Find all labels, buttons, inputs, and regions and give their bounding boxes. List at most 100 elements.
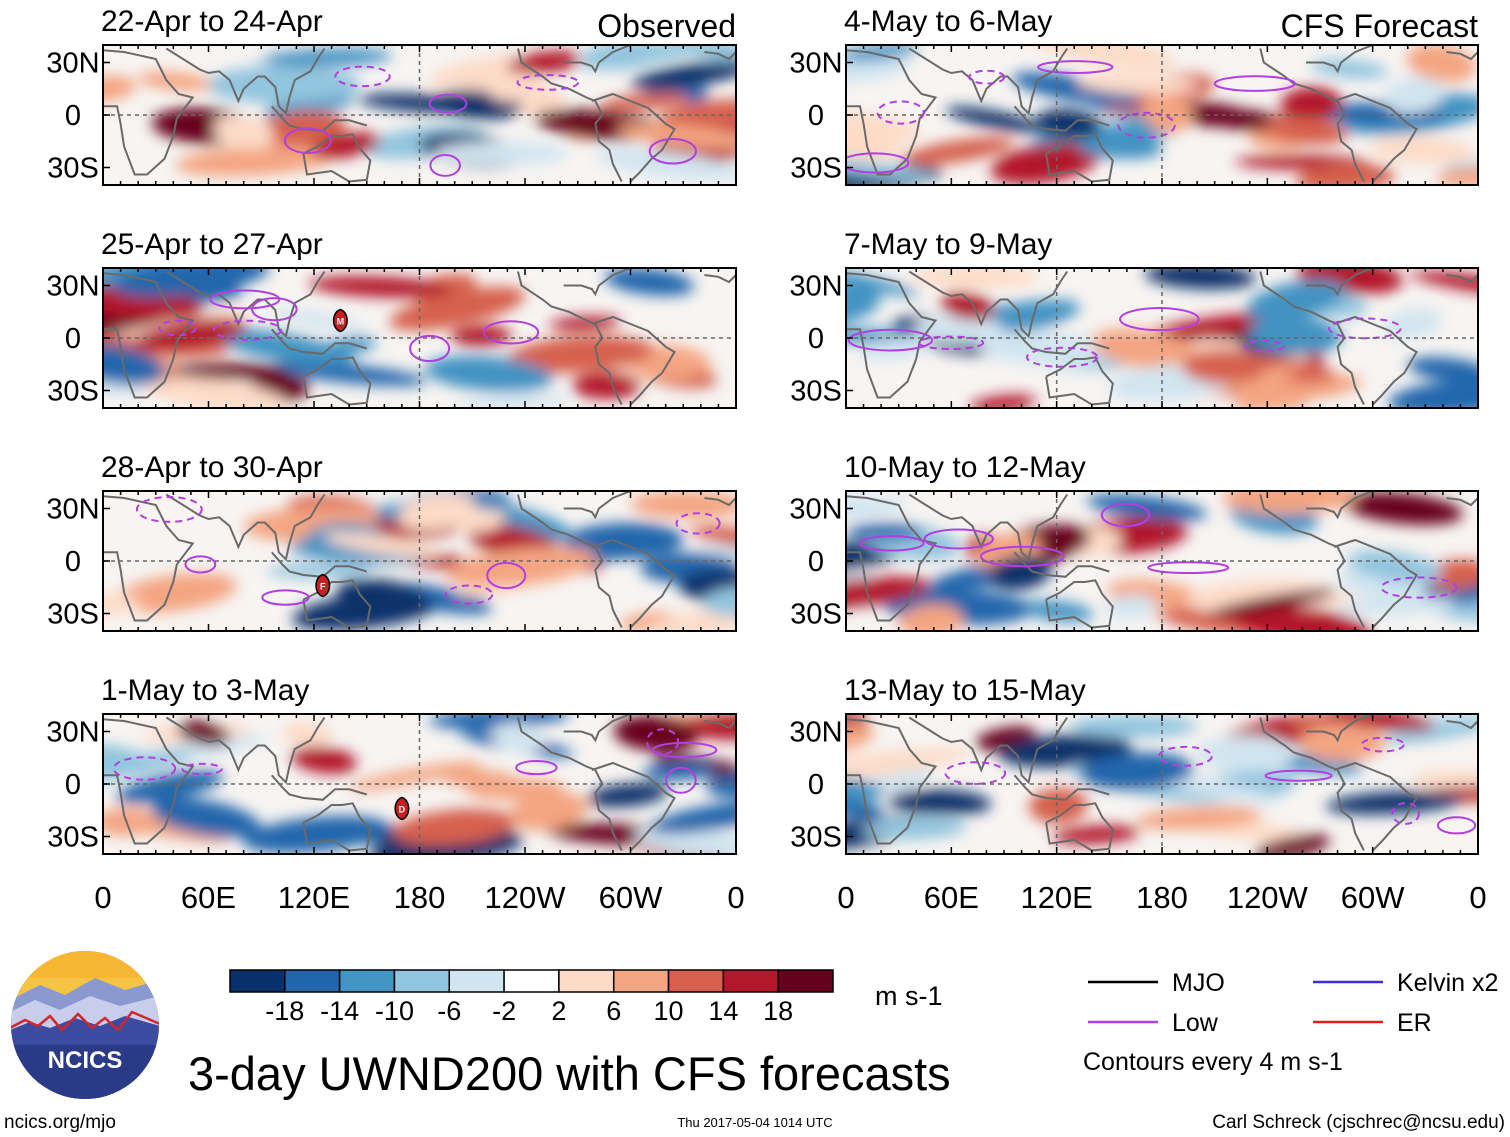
coastline	[1013, 328, 1110, 355]
wind-anomaly-blob	[492, 722, 546, 753]
low-contour	[675, 512, 721, 535]
colorbar-swatch	[503, 969, 560, 993]
y-tick-label: 0	[808, 769, 824, 801]
coastline	[1446, 51, 1478, 61]
coastline	[302, 356, 372, 406]
coastline	[704, 274, 736, 284]
low-contour	[1025, 346, 1099, 368]
colorbar-tick-label: -2	[492, 996, 516, 1026]
wind-anomaly-blob	[690, 525, 736, 553]
coastline	[271, 105, 368, 132]
coastline	[1333, 538, 1418, 629]
y-tick-label: 30S	[790, 153, 842, 185]
wind-anomaly-blob	[1091, 328, 1199, 370]
coastline	[591, 92, 676, 183]
wind-anomaly-blob	[846, 110, 921, 146]
coastline	[591, 538, 676, 629]
y-tick-label: 30S	[790, 599, 842, 631]
wind-anomaly-blob	[977, 330, 1107, 366]
x-tick-label: 60E	[924, 880, 979, 915]
low-contour	[858, 535, 925, 552]
low-freq-contours	[135, 496, 721, 606]
wind-field	[846, 491, 1478, 631]
wind-anomaly-blob	[212, 115, 275, 150]
wind-anomaly-blob	[151, 798, 261, 838]
wind-anomaly-blob	[389, 286, 526, 331]
coastline	[165, 47, 326, 116]
coastline	[517, 717, 623, 851]
wind-anomaly-blob	[1435, 167, 1478, 185]
colorbar: -18 -14 -10 -6 -2 2 6 10 14 18	[229, 969, 834, 1026]
low-contour	[251, 297, 298, 322]
wind-anomaly-blob	[846, 52, 912, 84]
y-tick-label: 0	[808, 323, 824, 355]
low-contour	[515, 759, 558, 776]
tick-marks	[845, 714, 1479, 854]
logo-text: NCICS	[48, 1047, 123, 1074]
low-contour	[1119, 307, 1200, 332]
low-contour	[1436, 816, 1477, 835]
coastline	[165, 716, 326, 785]
low-contour	[1100, 502, 1151, 528]
wind-field	[846, 268, 1478, 408]
x-tick-label: 60W	[599, 880, 663, 915]
wind-anomaly-blob	[1195, 735, 1296, 772]
wind-anomaly-blob	[1248, 316, 1342, 355]
wind-anomaly-blob	[433, 141, 569, 165]
wind-anomaly-blob	[103, 75, 137, 103]
low-contour	[486, 561, 527, 590]
wind-anomaly-blob	[616, 123, 736, 150]
low-contour	[1037, 60, 1114, 75]
wind-anomaly-blob	[1222, 491, 1357, 515]
colorbar-tick-label: -10	[375, 996, 414, 1026]
legend-label: ER	[1397, 1009, 1432, 1037]
footer-credit: Carl Schreck (cjschrec@ncsu.edu)	[1212, 1112, 1505, 1133]
panel-period-label: 1-May to 3-May	[101, 674, 309, 707]
wind-anomaly-blob	[846, 776, 885, 804]
coastline	[517, 494, 623, 628]
low-contour	[409, 334, 451, 363]
wind-anomaly-blob	[103, 749, 194, 785]
wind-anomaly-blob	[604, 268, 695, 296]
panel-period-label: 10-May to 12-May	[844, 451, 1086, 484]
low-contour	[158, 319, 197, 337]
coastline	[302, 802, 372, 852]
panel-period-label: 13-May to 15-May	[844, 674, 1086, 707]
low-contour	[1157, 745, 1213, 767]
y-tick-label: 30N	[789, 494, 842, 526]
low-contour	[184, 555, 217, 574]
wind-anomaly-blob	[424, 355, 553, 392]
coastline	[908, 493, 1069, 562]
coastlines	[846, 714, 1478, 852]
panel-period-label: 28-Apr to 30-Apr	[101, 451, 323, 484]
wind-anomaly-blob	[336, 578, 432, 616]
footer-url[interactable]: ncics.org/mjo	[4, 1112, 116, 1133]
coastline	[563, 45, 631, 74]
low-contour	[846, 152, 910, 174]
wind-anomaly-blob	[103, 343, 167, 385]
low-contour	[482, 320, 540, 345]
wind-anomaly-blob	[846, 157, 933, 180]
y-tick-label: 30N	[789, 48, 842, 80]
low-contour	[261, 589, 310, 606]
wind-anomaly-blob	[171, 363, 290, 380]
tick-marks	[102, 491, 737, 631]
x-tick-label: 0	[837, 880, 854, 915]
ncics-logo: NCICS	[11, 951, 159, 1099]
low-contour	[1117, 111, 1176, 139]
wind-anomaly-blob	[1343, 492, 1463, 525]
map-panel: 30N 0 30S 13-May to 15-May	[789, 674, 1479, 855]
coastline	[908, 47, 1069, 116]
wind-field	[103, 45, 736, 185]
coastline	[1333, 761, 1418, 852]
y-tick-label: 0	[808, 546, 824, 578]
coastline	[1446, 720, 1478, 730]
wind-anomaly-blob	[1035, 109, 1101, 139]
coastline	[1333, 92, 1418, 183]
colorbar-swatch	[667, 969, 725, 993]
colorbar-swatch	[393, 969, 451, 993]
wind-anomaly-blob	[1423, 559, 1478, 591]
wind-anomaly-blob	[291, 746, 357, 774]
wind-anomaly-blob	[1410, 271, 1478, 299]
colorbar-swatch	[777, 969, 834, 993]
